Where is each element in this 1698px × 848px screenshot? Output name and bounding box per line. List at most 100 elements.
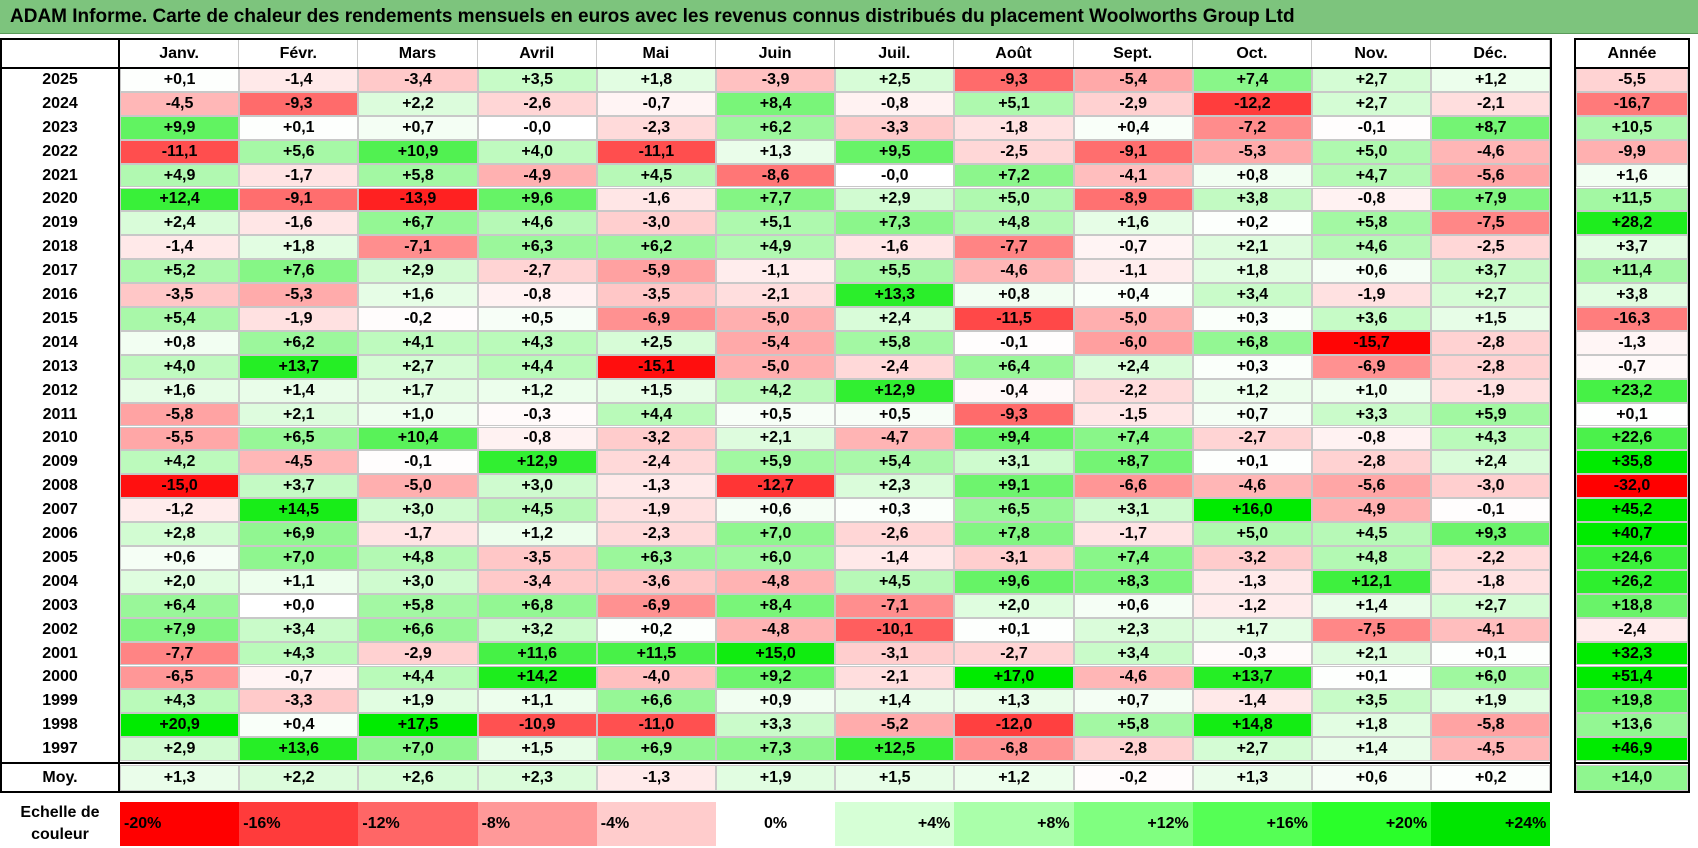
heatmap-cell: -0,1 [358,450,478,475]
heatmap-cell: +0,5 [835,402,955,427]
annual-cell: +32,3 [1576,641,1688,666]
year-label: 2001 [42,644,78,662]
heatmap-cell: +5,4 [120,307,240,331]
heatmap-cell: -3,6 [596,569,716,594]
heatmap-cell: +0,1 [1431,641,1551,666]
scale-label-line2: couleur [31,826,89,843]
heatmap-cell: -5,4 [1073,68,1193,92]
heatmap-cell: +0,2 [596,617,716,642]
heatmap-cell: -2,8 [1431,354,1551,379]
annual-cell: +26,2 [1576,569,1688,594]
heatmap-cell: +4,6 [477,211,597,236]
heatmap-cell: +6,3 [596,546,716,570]
heatmap-cell: -2,8 [1312,450,1432,475]
heatmap-cell: +2,0 [954,593,1074,618]
year-label: 2014 [42,333,78,351]
heatmap-cell: -0,1 [954,330,1074,355]
heatmap-cell: -0,8 [835,91,955,116]
heatmap-cell: +7,0 [239,546,359,570]
heatmap-cell: -3,5 [120,283,240,307]
heatmap-cell: +0,4 [1073,283,1193,307]
heatmap-cell: +1,6 [358,283,478,307]
heatmap-cell: +2,5 [596,330,716,355]
scale-swatch: +8% [954,802,1074,846]
heatmap-cell: -4,8 [716,617,836,642]
heatmap-cell: -10,9 [477,713,597,738]
heatmap-cell: +0,1 [1312,665,1432,690]
heatmap-cell: +5,4 [835,450,955,475]
annual-cell: -16,7 [1576,91,1688,116]
average-cell: +1,3 [1192,765,1312,792]
heatmap-cell: -6,9 [596,307,716,331]
heatmap-cell: +1,6 [1073,211,1193,236]
annual-cell: +40,7 [1576,522,1688,546]
heatmap-cell: +1,0 [358,402,478,427]
heatmap-cell: -5,8 [120,402,240,427]
heatmap-cell: +7,2 [954,163,1074,188]
heatmap-cell: -1,4 [835,546,955,570]
heatmap-cell: +12,9 [835,378,955,403]
heatmap-cell: +0,6 [716,498,836,523]
heatmap-cell: +0,3 [1192,354,1312,379]
scale-swatch: +24% [1431,802,1551,846]
heatmap-cell: -4,5 [239,450,359,475]
heatmap-cell: +5,0 [1192,522,1312,546]
heatmap-cell: +3,0 [477,474,597,499]
heatmap-cell: -2,1 [1431,91,1551,116]
annual-cell: +45,2 [1576,498,1688,523]
heatmap-cell: -2,2 [1073,378,1193,403]
scale-label-line1: Echelle de [20,804,100,821]
heatmap-cell: +6,9 [596,737,716,762]
annual-cell: +1,6 [1576,163,1688,188]
heatmap-cell: -2,4 [835,354,955,379]
month-header: Déc. [1431,40,1551,67]
scale-swatch: +16% [1192,802,1312,846]
annual-cell: +28,2 [1576,211,1688,236]
heatmap-cell: +1,3 [954,689,1074,714]
heatmap-cell: +9,5 [835,139,955,164]
heatmap-cell: +1,3 [716,139,836,164]
scale-swatch: -16% [239,802,359,846]
average-cell: +0,2 [1431,765,1551,792]
annual-cell: +3,8 [1576,283,1688,307]
heatmap-cell: +1,7 [358,378,478,403]
heatmap-cell: +7,4 [1192,68,1312,92]
heatmap-cell: -2,5 [954,139,1074,164]
year-label: 1997 [42,740,78,758]
heatmap-cell: +0,0 [239,593,359,618]
heatmap-cell: +2,9 [358,259,478,284]
heatmap-cell: +9,6 [477,187,597,212]
annual-cell: -2,4 [1576,617,1688,642]
year-label: 2017 [42,262,78,280]
heatmap-cell: +3,5 [1312,689,1432,714]
heatmap-cell: +7,4 [1073,546,1193,570]
heatmap-cell: +1,5 [1431,307,1551,331]
heatmap-cell: +1,0 [1312,378,1432,403]
heatmap-cell: -3,2 [596,426,716,451]
heatmap-cell: +2,8 [120,522,240,546]
month-header: Juin [716,40,836,67]
year-label: 1999 [42,692,78,710]
heatmap-cell: +2,3 [1073,617,1193,642]
title-bar: ADAM Informe. Carte de chaleur des rende… [0,0,1698,34]
heatmap-cell: +4,5 [835,569,955,594]
heatmap-cell: +14,8 [1192,713,1312,738]
heatmap-cell: -11,1 [120,139,240,164]
year-label: 2005 [42,548,78,566]
heatmap-cell: +5,5 [835,259,955,284]
year-label: 2023 [42,118,78,136]
heatmap-cell: -5,5 [120,426,240,451]
heatmap-cell: -4,6 [1431,139,1551,164]
heatmap-cell: -13,9 [358,187,478,212]
heatmap-cell: +7,0 [716,522,836,546]
heatmap-cell: +3,4 [239,617,359,642]
heatmap-cell: +0,6 [120,546,240,570]
heatmap-cell: -0,1 [1431,498,1551,523]
annual-cell: -1,3 [1576,330,1688,355]
heatmap-cell: +7,9 [120,617,240,642]
heatmap-cell: +6,6 [358,617,478,642]
annual-average-separator [1574,762,1690,765]
heatmap-cell: +3,0 [358,498,478,523]
heatmap-cell: -4,7 [835,426,955,451]
